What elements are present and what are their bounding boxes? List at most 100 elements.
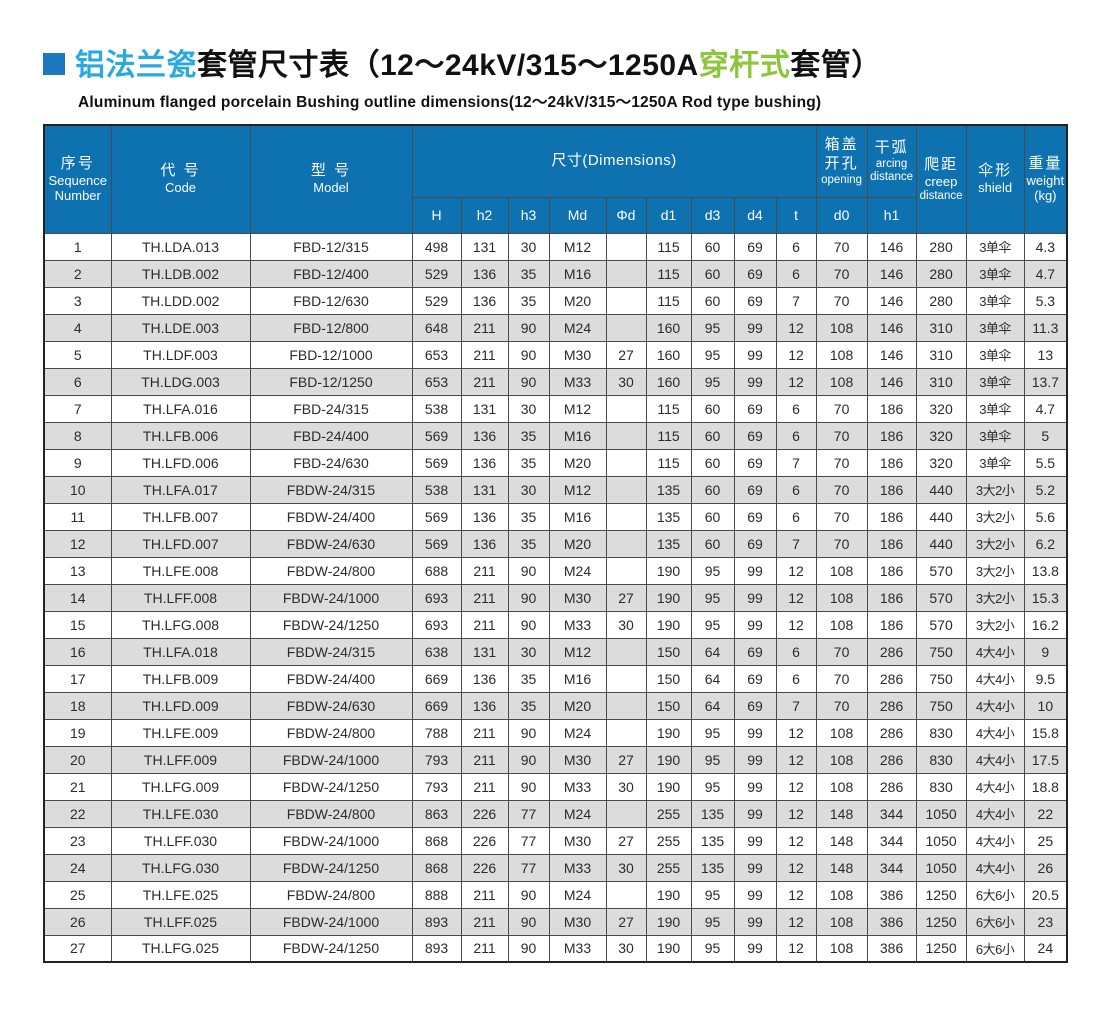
table-row: 22 TH.LFE.030 FBDW-24/800 863 226 77 M24 255 135… — [43, 799, 1068, 828]
table-cell: 570 — [915, 556, 967, 585]
table-cell: 286 — [866, 772, 917, 801]
table-cell: 12 — [43, 529, 112, 558]
col-header-weight: 重量 weight (kg) — [1023, 124, 1068, 234]
table-cell: 569 — [411, 421, 462, 450]
table-cell: 30 — [605, 934, 647, 963]
table-cell: 99 — [733, 907, 777, 936]
table-row: 7 TH.LFA.016 FBD-24/315 538 131 30 M12 115 60 69 6… — [43, 394, 1068, 423]
table-cell: 108 — [815, 583, 868, 612]
table-cell: TH.LFD.007 — [110, 529, 251, 558]
table-cell: 888 — [411, 880, 462, 909]
table-cell: 21 — [43, 772, 112, 801]
table-cell: 70 — [815, 637, 868, 666]
page-subtitle: Aluminum flanged porcelain Bushing outli… — [78, 94, 822, 111]
table-cell: 7 — [775, 286, 817, 315]
table-cell: 35 — [507, 664, 550, 693]
table-cell: FBD-12/1000 — [249, 340, 413, 369]
table-cell: 4 — [43, 313, 112, 342]
table-cell: 70 — [815, 232, 868, 261]
table-cell: 99 — [733, 934, 777, 963]
table-cell — [605, 502, 647, 531]
table-cell: FBDW-24/630 — [249, 529, 413, 558]
table-cell: 35 — [507, 529, 550, 558]
table-cell: 22 — [43, 799, 112, 828]
table-cell: FBD-12/630 — [249, 286, 413, 315]
table-cell: 108 — [815, 367, 868, 396]
table-cell: 146 — [866, 367, 917, 396]
table-cell: TH.LFD.006 — [110, 448, 251, 477]
table-cell: TH.LFA.018 — [110, 637, 251, 666]
table-cell: 310 — [915, 367, 967, 396]
table-cell: 6 — [775, 475, 817, 504]
table-cell: 69 — [733, 259, 777, 288]
table-cell — [605, 421, 647, 450]
table-cell: 9 — [1023, 637, 1068, 666]
table-cell: 693 — [411, 583, 462, 612]
table-cell: 69 — [733, 286, 777, 315]
table-row: 21 TH.LFG.009 FBDW-24/1250 793 211 90 M33 30 190… — [43, 772, 1068, 801]
table-cell: 135 — [690, 826, 735, 855]
table-cell: M16 — [548, 502, 607, 531]
table-cell: 1050 — [915, 799, 967, 828]
table-cell: FBDW-24/1250 — [249, 610, 413, 639]
table-cell: 12 — [775, 583, 817, 612]
table-cell: 893 — [411, 907, 462, 936]
table-cell: 27 — [605, 340, 647, 369]
table-cell: 190 — [645, 610, 692, 639]
table-cell: 669 — [411, 664, 462, 693]
table-cell: 99 — [733, 772, 777, 801]
table-cell: 70 — [815, 394, 868, 423]
table-cell: 60 — [690, 502, 735, 531]
table-cell: 108 — [815, 907, 868, 936]
table-cell: 6 — [775, 637, 817, 666]
table-cell: 6大6小 — [965, 880, 1025, 909]
table-cell: 25 — [43, 880, 112, 909]
table-cell: 344 — [866, 799, 917, 828]
table-cell: 23 — [43, 826, 112, 855]
table-cell: 90 — [507, 880, 550, 909]
table-cell: 135 — [645, 529, 692, 558]
table-cell: TH.LFF.008 — [110, 583, 251, 612]
table-cell: M20 — [548, 286, 607, 315]
table-cell: 14 — [43, 583, 112, 612]
table-row: 23 TH.LFF.030 FBDW-24/1000 868 226 77 M30 27 255… — [43, 826, 1068, 855]
table-cell: 64 — [690, 637, 735, 666]
table-cell: 750 — [915, 691, 967, 720]
table-cell: 69 — [733, 502, 777, 531]
table-cell: FBD-12/315 — [249, 232, 413, 261]
table-cell: 570 — [915, 610, 967, 639]
table-cell: 35 — [507, 286, 550, 315]
table-cell: 3单伞 — [965, 421, 1025, 450]
table-cell: 186 — [866, 421, 917, 450]
table-cell: 186 — [866, 502, 917, 531]
table-cell: 136 — [460, 421, 509, 450]
table-cell: 25 — [1023, 826, 1068, 855]
table-cell: 6大6小 — [965, 934, 1025, 963]
table-cell: 136 — [460, 691, 509, 720]
table-cell: 27 — [605, 826, 647, 855]
table-cell: 90 — [507, 583, 550, 612]
table-cell: TH.LFA.016 — [110, 394, 251, 423]
title-part-cn-green: 穿杆式 — [698, 49, 791, 82]
table-cell: 108 — [815, 556, 868, 585]
table-cell: 11 — [43, 502, 112, 531]
table-row: 6 TH.LDG.003 FBD-12/1250 653 211 90 M33 30 160 95… — [43, 367, 1068, 396]
table-cell: 286 — [866, 691, 917, 720]
table-cell: 12 — [775, 853, 817, 882]
table-cell: 19 — [43, 718, 112, 747]
table-cell: 868 — [411, 853, 462, 882]
table-row: 10 TH.LFA.017 FBDW-24/315 538 131 30 M12 135 60 6… — [43, 475, 1068, 504]
table-cell: 788 — [411, 718, 462, 747]
table-cell: 108 — [815, 610, 868, 639]
table-cell: 386 — [866, 907, 917, 936]
table-cell: 35 — [507, 448, 550, 477]
table-cell: 190 — [645, 556, 692, 585]
table-cell: M30 — [548, 583, 607, 612]
table-cell: 6 — [775, 232, 817, 261]
table-row: 2 TH.LDB.002 FBD-12/400 529 136 35 M16 115 60 69 6… — [43, 259, 1068, 288]
table-cell: 3 — [43, 286, 112, 315]
table-cell: 9 — [43, 448, 112, 477]
table-cell: 23 — [1023, 907, 1068, 936]
table-cell: 280 — [915, 286, 967, 315]
table-cell: 11.3 — [1023, 313, 1068, 342]
